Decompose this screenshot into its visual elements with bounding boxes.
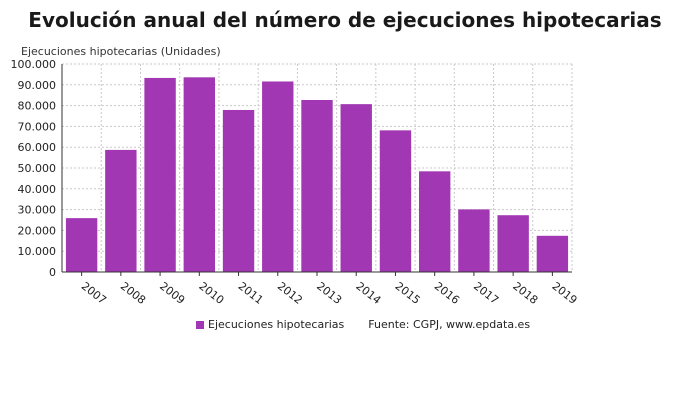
bar-2017 [458, 209, 490, 272]
y-tick-label: 70.000 [18, 120, 57, 133]
bar-2014 [340, 104, 372, 272]
bar-2016 [419, 171, 451, 272]
y-tick-label: 80.000 [18, 100, 57, 113]
x-tick-label: 2008 [118, 280, 148, 307]
source-note: Fuente: CGPJ, www.epdata.es [368, 318, 531, 331]
y-axis-label: Ejecuciones hipotecarias (Unidades) [21, 45, 221, 58]
bar-2018 [497, 215, 529, 272]
y-tick-label: 10.000 [18, 245, 57, 258]
y-tick-label: 60.000 [18, 141, 57, 154]
x-tick-label: 2011 [236, 280, 266, 307]
bar-2008 [105, 149, 137, 272]
bar-2011 [222, 109, 255, 272]
bar-2019 [536, 235, 569, 272]
x-tick-label: 2015 [393, 280, 423, 307]
bars [65, 77, 569, 272]
legend-series-label: Ejecuciones hipotecarias [208, 318, 345, 331]
legend: Ejecuciones hipotecarias Fuente: CGPJ, w… [196, 318, 530, 331]
x-tick-label: 2019 [550, 280, 580, 307]
bar-2009 [144, 77, 176, 272]
axes [61, 64, 572, 276]
x-tick-label: 2014 [353, 280, 383, 307]
x-tick-labels: 2007 2008 2009 2010 2011 2012 2013 2014 2015 2016… [79, 280, 580, 307]
bar-2012 [262, 81, 294, 272]
y-tick-label: 0 [49, 266, 56, 279]
bar-2013 [301, 99, 333, 272]
x-tick-label: 2013 [314, 280, 344, 307]
x-tick-label: 2007 [79, 280, 109, 307]
y-tick-label: 30.000 [18, 204, 57, 217]
x-tick-label: 2009 [157, 280, 187, 307]
bar-2007 [65, 218, 98, 272]
bar-2015 [379, 130, 412, 272]
x-tick-label: 2017 [471, 280, 501, 307]
x-tick-label: 2018 [510, 280, 540, 307]
x-tick-label: 2010 [196, 280, 226, 307]
y-tick-labels: 0 10.000 20.000 30.000 40.000 50.000 60.000 70.… [11, 58, 57, 279]
y-tick-label: 40.000 [18, 183, 57, 196]
y-tick-label: 20.000 [18, 224, 57, 237]
bar-2010 [183, 77, 215, 272]
y-tick-label: 50.000 [18, 162, 57, 175]
legend-swatch [196, 320, 204, 329]
x-tick-label: 2016 [432, 280, 462, 307]
x-tick-label: 2012 [275, 280, 305, 307]
y-tick-label: 100.000 [11, 58, 57, 71]
y-tick-label: 90.000 [18, 79, 57, 92]
chart-title: Evolución anual del número de ejecucione… [28, 8, 662, 32]
